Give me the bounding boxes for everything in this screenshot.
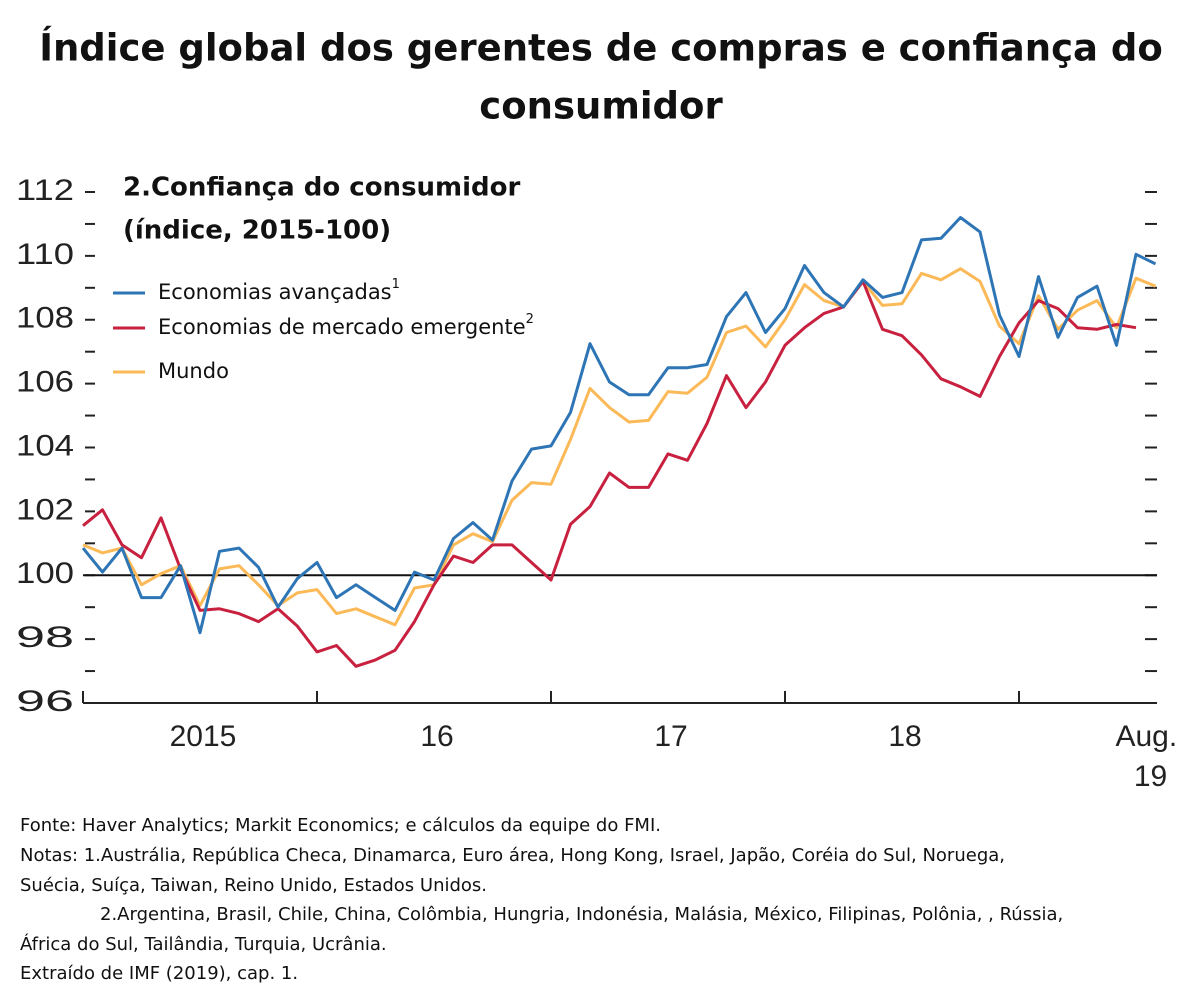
series-line [82,279,1137,668]
series-line [82,267,1157,627]
legend-name: Mundo [158,359,229,383]
y-tick-label: 102 [16,493,74,526]
chart-title: Índice global dos gerentes de compras e … [39,26,1163,70]
x-tick-label: Aug. 19 [1115,720,1185,793]
footer-line: Suécia, Suíça, Taiwan, Reino Unido, Esta… [20,875,487,896]
subtitle: (índice, 2015-100) [123,216,391,246]
x-tick-label: 16 [420,720,453,753]
x-tick-label-part: 19 [1134,760,1167,793]
legend-name: Economias de mercado emergente [158,315,526,339]
x-tick-label: 2015 [170,720,237,753]
footer-line: Notas: 1.Austrália, República Checa, Din… [20,845,1005,866]
footer-line: Extraído de IMF (2019), cap. 1. [20,963,298,984]
chart-title: consumidor [479,85,723,128]
y-tick-label: 100 [16,557,74,590]
y-tick-label: 110 [16,238,74,271]
legend-label: Mundo [158,359,229,383]
x-tick-label-part: Aug. [1115,720,1185,753]
legend-note: 1 [392,277,400,292]
footer-line: África do Sul, Tailândia, Turquia, Ucrân… [20,933,387,955]
subtitle: 2.Confiança do consumidor [123,173,521,203]
footer-line: 2.Argentina, Brasil, Chile, China, Colôm… [100,904,1063,925]
y-tick-label: 104 [16,429,74,462]
x-tick-label: 18 [888,720,921,753]
legend-name: Economias avançadas [158,280,392,304]
legend-label: Economias de mercado emergente2 [158,312,534,340]
y-tick-label: 112 [16,174,74,207]
footer-line: Fonte: Haver Analytics; Markit Economics… [20,815,661,836]
y-tick-label: 98 [16,621,74,654]
legend-note: 2 [526,312,534,327]
series-line [81,216,1157,635]
y-tick-label: 108 [16,302,74,335]
legend-label: Economias avançadas1 [158,277,400,305]
x-tick-label: 17 [654,720,687,753]
y-tick-label: 96 [16,685,74,718]
y-tick-label: 106 [16,366,74,399]
